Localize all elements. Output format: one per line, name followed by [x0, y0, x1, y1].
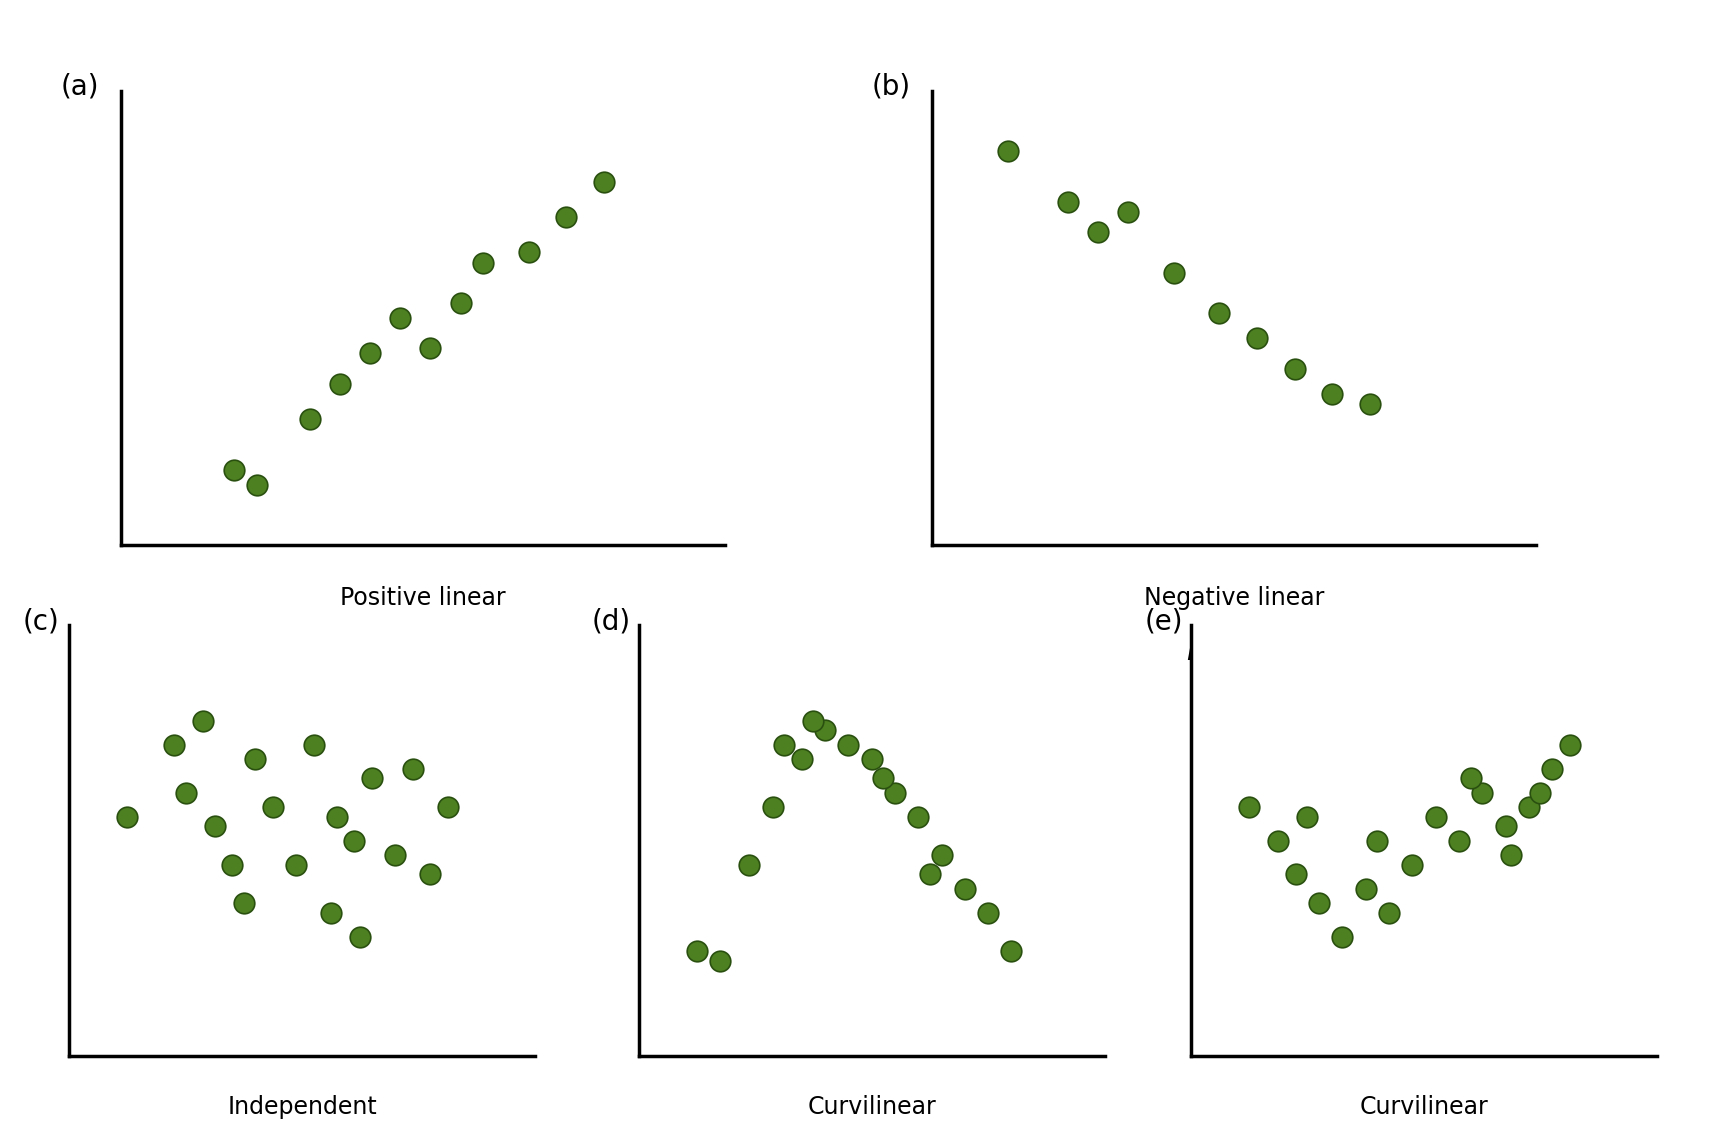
Point [1515, 797, 1543, 816]
Point [1265, 832, 1293, 850]
Point [835, 736, 863, 754]
Text: (d): (d) [592, 608, 632, 635]
Point [951, 879, 979, 897]
Text: Curvilinear: Curvilinear [1360, 1095, 1488, 1119]
Point [416, 340, 444, 358]
Point [323, 808, 350, 826]
Point [1491, 817, 1519, 835]
Point [447, 294, 475, 312]
Point [1160, 264, 1187, 282]
Point [387, 309, 414, 327]
Point [1498, 846, 1526, 864]
Point [340, 832, 368, 850]
Point [1538, 760, 1565, 778]
Point [1305, 894, 1332, 912]
Text: Curvilinear: Curvilinear [808, 1095, 935, 1119]
Point [880, 784, 908, 802]
Point [1555, 736, 1583, 754]
Point [1319, 385, 1346, 403]
Point [399, 760, 426, 778]
Text: (c): (c) [22, 608, 59, 635]
Point [1294, 808, 1322, 826]
Point [1422, 808, 1450, 826]
Point [994, 142, 1022, 160]
Text: Positive linear: Positive linear [340, 586, 506, 610]
Point [759, 797, 787, 816]
Point [799, 711, 827, 729]
Text: (b): (b) [872, 73, 911, 101]
Point [1357, 395, 1384, 414]
Point [1281, 359, 1308, 377]
Point [190, 711, 217, 729]
Point [1055, 193, 1082, 211]
Point [1329, 927, 1357, 945]
Point [1115, 203, 1143, 222]
Point [973, 903, 1001, 921]
Point [683, 942, 711, 960]
Point [230, 894, 257, 912]
Point [917, 866, 944, 884]
Point [1398, 855, 1426, 874]
Point [295, 410, 323, 428]
Point [326, 375, 354, 393]
Point [998, 942, 1025, 960]
Point [300, 736, 328, 754]
Point [433, 797, 461, 816]
Point [1243, 329, 1270, 348]
Point [1469, 784, 1496, 802]
Text: (a): (a) [60, 73, 98, 101]
Point [200, 817, 228, 835]
Point [347, 927, 375, 945]
Point [811, 721, 839, 740]
Text: r = +.82: r = +.82 [373, 641, 473, 665]
Point [356, 344, 383, 362]
Point [283, 855, 311, 874]
Point [1205, 304, 1232, 323]
Point [243, 476, 271, 494]
Point [552, 208, 580, 226]
Point [242, 750, 269, 768]
Text: r = –.70: r = –.70 [1187, 641, 1281, 665]
Point [381, 846, 409, 864]
Point [161, 736, 188, 754]
Point [590, 173, 618, 191]
Point [787, 750, 815, 768]
Point [1526, 784, 1553, 802]
Point [1282, 866, 1310, 884]
Text: Negative linear: Negative linear [1144, 586, 1324, 610]
Point [1236, 797, 1263, 816]
Point [416, 866, 444, 884]
Point [735, 855, 763, 874]
Point [114, 808, 142, 826]
Text: Independent: Independent [228, 1095, 376, 1119]
Point [929, 846, 956, 864]
Point [904, 808, 932, 826]
Text: (e): (e) [1144, 608, 1182, 635]
Point [1445, 832, 1472, 850]
Point [706, 952, 734, 970]
Point [1457, 769, 1484, 787]
Point [1351, 879, 1379, 897]
Point [1084, 223, 1112, 241]
Point [1364, 832, 1391, 850]
Point [514, 243, 542, 261]
Point [858, 750, 885, 768]
Point [1376, 903, 1403, 921]
Point [171, 784, 198, 802]
Point [357, 769, 385, 787]
Point [870, 769, 898, 787]
Point [318, 903, 345, 921]
Point [259, 797, 287, 816]
Point [217, 855, 245, 874]
Point [770, 736, 797, 754]
Point [469, 253, 497, 272]
Point [221, 460, 249, 478]
